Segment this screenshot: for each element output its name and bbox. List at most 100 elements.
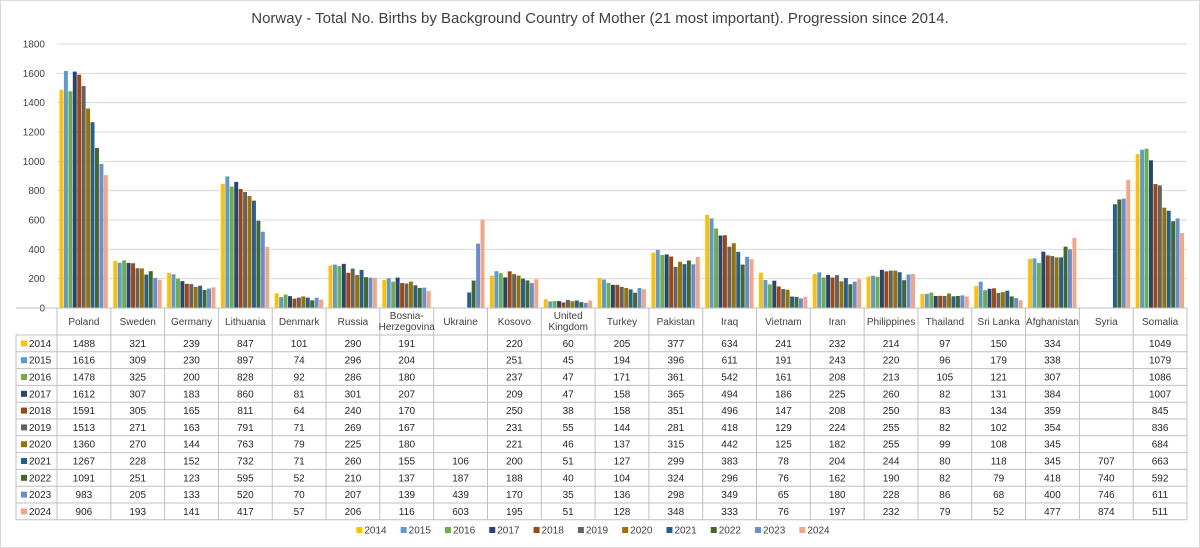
cell-philippines-2017: 260 xyxy=(883,389,900,400)
cell-lithuania-2014: 847 xyxy=(237,339,254,350)
row-label-2023: 2023 xyxy=(29,490,52,501)
bar-philippines-2016 xyxy=(875,276,880,308)
legend-label-2020: 2020 xyxy=(630,526,653,537)
cell-sri-lanka-2014: 150 xyxy=(990,339,1007,350)
category-label-denmark: Denmark xyxy=(279,317,321,328)
cell-turkey-2018: 158 xyxy=(614,406,631,417)
y-tick-label-400: 400 xyxy=(28,245,45,256)
cell-bosnia-herzegovina-2023: 139 xyxy=(398,490,415,501)
row-label-2019: 2019 xyxy=(29,423,52,434)
y-tick-label-800: 800 xyxy=(28,186,45,197)
cell-sweden-2016: 325 xyxy=(129,373,146,384)
cell-bosnia-herzegovina-2015: 204 xyxy=(398,356,415,367)
cell-afghanistan-2023: 400 xyxy=(1044,490,1061,501)
bar-philippines-2020 xyxy=(893,270,898,308)
row-key-2014 xyxy=(21,340,27,347)
bar-kosovo-2014 xyxy=(489,275,494,308)
legend-label-2018: 2018 xyxy=(542,526,565,537)
cell-pakistan-2018: 351 xyxy=(667,406,684,417)
bar-lithuania-2022 xyxy=(256,220,261,308)
bar-philippines-2017 xyxy=(879,269,884,308)
category-label-philippines: Philippines xyxy=(867,317,915,328)
bar-pakistan-2015 xyxy=(655,249,660,308)
cell-germany-2018: 165 xyxy=(183,406,200,417)
bar-afghanistan-2016 xyxy=(1036,262,1041,308)
bar-pakistan-2021 xyxy=(682,264,687,308)
bar-thailand-2020 xyxy=(947,293,952,308)
cell-sri-lanka-2015: 179 xyxy=(990,356,1007,367)
legend: 2014 2015 2016 2017 2018 2019 2020 2021 2022 2023… xyxy=(356,526,830,537)
bar-pakistan-2014 xyxy=(651,252,656,308)
bar-iran-2023 xyxy=(852,281,857,308)
bar-unitedkingdom-2015 xyxy=(548,301,553,308)
cell-ukraine-2022: 187 xyxy=(452,473,469,484)
cell-sweden-2018: 305 xyxy=(129,406,146,417)
bar-kosovo-2022 xyxy=(525,280,530,308)
cell-iraq-2017: 494 xyxy=(721,389,738,400)
cell-afghanistan-2022: 418 xyxy=(1044,473,1061,484)
cell-unitedkingdom-2017: 47 xyxy=(563,389,575,400)
bar-pakistan-2023 xyxy=(691,264,696,308)
cell-lithuania-2017: 860 xyxy=(237,389,254,400)
cell-poland-2024: 906 xyxy=(76,507,93,518)
cell-turkey-2016: 171 xyxy=(614,373,631,384)
cell-thailand-2019: 82 xyxy=(939,423,951,434)
y-tick-label-1000: 1000 xyxy=(23,157,46,168)
cell-thailand-2017: 82 xyxy=(939,389,951,400)
bar-afghanistan-2019 xyxy=(1050,256,1055,308)
cell-kosovo-2024: 195 xyxy=(506,507,523,518)
bar-afghanistan-2014 xyxy=(1028,259,1033,308)
cell-iran-2022: 162 xyxy=(829,473,846,484)
cell-poland-2021: 1267 xyxy=(73,457,96,468)
bar-bosnia-herzegovina-2021 xyxy=(413,285,418,308)
cell-kosovo-2021: 200 xyxy=(506,457,523,468)
bar-iran-2024 xyxy=(857,279,862,308)
cell-bosnia-herzegovina-2021: 155 xyxy=(398,457,415,468)
cell-thailand-2020: 99 xyxy=(939,440,951,451)
cell-lithuania-2016: 828 xyxy=(237,373,254,384)
cell-germany-2020: 144 xyxy=(183,440,200,451)
bar-sri-lanka-2014 xyxy=(974,286,979,308)
cell-unitedkingdom-2018: 38 xyxy=(563,406,575,417)
bar-kosovo-2020 xyxy=(516,275,521,308)
bar-russia-2021 xyxy=(359,269,364,308)
bar-afghanistan-2017 xyxy=(1041,251,1046,308)
cell-denmark-2020: 79 xyxy=(294,440,306,451)
cell-sweden-2022: 251 xyxy=(129,473,146,484)
cell-bosnia-herzegovina-2014: 191 xyxy=(398,339,415,350)
bar-sri-lanka-2019 xyxy=(996,293,1001,308)
cell-russia-2022: 210 xyxy=(345,473,362,484)
cell-kosovo-2023: 170 xyxy=(506,490,523,501)
bar-poland-2023 xyxy=(99,163,104,308)
bar-germany-2022 xyxy=(202,289,207,308)
cell-denmark-2023: 70 xyxy=(294,490,306,501)
cell-iran-2014: 232 xyxy=(829,339,846,350)
bar-iraq-2021 xyxy=(736,251,741,308)
cell-thailand-2014: 97 xyxy=(939,339,951,350)
bar-sri-lanka-2021 xyxy=(1005,290,1010,308)
cell-vietnam-2022: 76 xyxy=(778,473,790,484)
cell-iraq-2023: 349 xyxy=(721,490,738,501)
bar-iraq-2019 xyxy=(727,246,732,308)
cell-denmark-2016: 92 xyxy=(294,373,306,384)
bar-sweden-2022 xyxy=(148,271,153,308)
y-tick-label-1200: 1200 xyxy=(23,128,46,139)
row-key-2019 xyxy=(21,424,27,431)
bar-sweden-2023 xyxy=(153,277,158,308)
cell-iran-2016: 208 xyxy=(829,373,846,384)
cell-thailand-2016: 105 xyxy=(937,373,954,384)
bar-iran-2018 xyxy=(830,277,835,308)
bar-turkey-2014 xyxy=(597,277,602,308)
cell-lithuania-2021: 732 xyxy=(237,457,254,468)
cell-unitedkingdom-2022: 40 xyxy=(563,473,575,484)
cell-kosovo-2016: 237 xyxy=(506,373,523,384)
bar-kosovo-2018 xyxy=(507,271,512,308)
bar-somalia-2017 xyxy=(1149,160,1153,308)
bar-sri-lanka-2020 xyxy=(1000,292,1005,308)
bar-unitedkingdom-2023 xyxy=(583,302,588,308)
bar-sweden-2016 xyxy=(122,260,127,308)
cell-iran-2020: 182 xyxy=(829,440,846,451)
bar-afghanistan-2024 xyxy=(1072,238,1077,308)
bar-philippines-2024 xyxy=(911,273,915,308)
cell-sri-lanka-2022: 79 xyxy=(993,473,1005,484)
